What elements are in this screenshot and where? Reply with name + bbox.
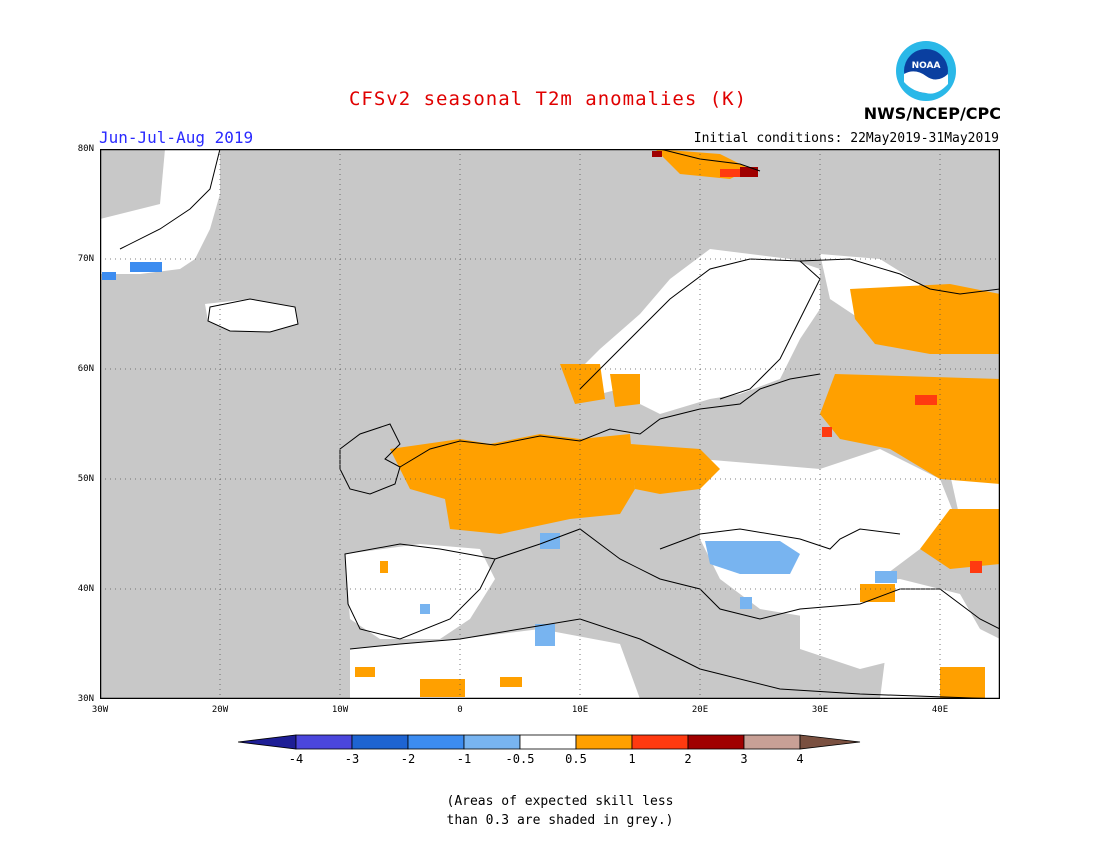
colorbar-label: 1 xyxy=(628,752,636,766)
skill-note-line: (Areas of expected skill less xyxy=(446,794,674,809)
lon-label: 40E xyxy=(931,705,949,715)
lat-label: 60N xyxy=(77,364,94,374)
agency-label: NWS/NCEP/CPC xyxy=(863,104,1001,123)
lat-label: 70N xyxy=(77,254,94,264)
lon-label: 0 xyxy=(457,705,463,715)
colorbar-label: -2 xyxy=(400,752,416,766)
skill-note-line: than 0.3 are shaded in grey.) xyxy=(446,813,674,828)
colorbar-label: -3 xyxy=(344,752,360,766)
lon-label: 10E xyxy=(571,705,589,715)
chart-title: CFSv2 seasonal T2m anomalies (K) xyxy=(348,88,748,110)
lat-label: 50N xyxy=(77,474,94,484)
colorbar-label: 0.5 xyxy=(565,752,587,766)
very-hot-anomaly-areas xyxy=(652,151,758,177)
initial-conditions-label: Initial conditions: 22May2019-31May2019 xyxy=(693,131,999,146)
colorbar-label: 2 xyxy=(684,752,692,766)
hot-anomaly-areas xyxy=(720,169,982,573)
anomaly-map xyxy=(100,149,1000,699)
colorbar-arrow-low xyxy=(238,734,297,750)
lat-label: 40N xyxy=(77,584,94,594)
colorbar-label: -1 xyxy=(456,752,472,766)
lat-label: 80N xyxy=(77,144,94,154)
lon-label: 30E xyxy=(811,705,829,715)
lat-label: 30N xyxy=(77,694,94,704)
graticule xyxy=(100,149,1000,699)
color-bar xyxy=(238,734,861,750)
colorbar-label: -0.5 xyxy=(505,752,535,766)
colorbar-arrow-high xyxy=(799,734,861,750)
lon-label: 10W xyxy=(331,705,349,715)
coastlines xyxy=(119,149,1000,699)
cool-anomaly-areas xyxy=(420,533,897,646)
map-frame xyxy=(100,149,1000,699)
colorbar-label: 4 xyxy=(796,752,804,766)
lon-label: 20E xyxy=(691,705,709,715)
warm-anomaly-areas xyxy=(355,149,1000,699)
cold-anomaly-areas xyxy=(102,262,162,280)
lon-label: 30W xyxy=(91,705,109,715)
colorbar-label: -4 xyxy=(288,752,304,766)
lon-label: 20W xyxy=(211,705,229,715)
season-label: Jun-Jul-Aug 2019 xyxy=(99,128,254,147)
skill-note: (Areas of expected skill less than 0.3 a… xyxy=(10,792,1100,830)
noaa-logo-icon: NOAA xyxy=(896,41,956,101)
colorbar-label: 3 xyxy=(740,752,748,766)
logo-text: NOAA xyxy=(912,61,941,71)
